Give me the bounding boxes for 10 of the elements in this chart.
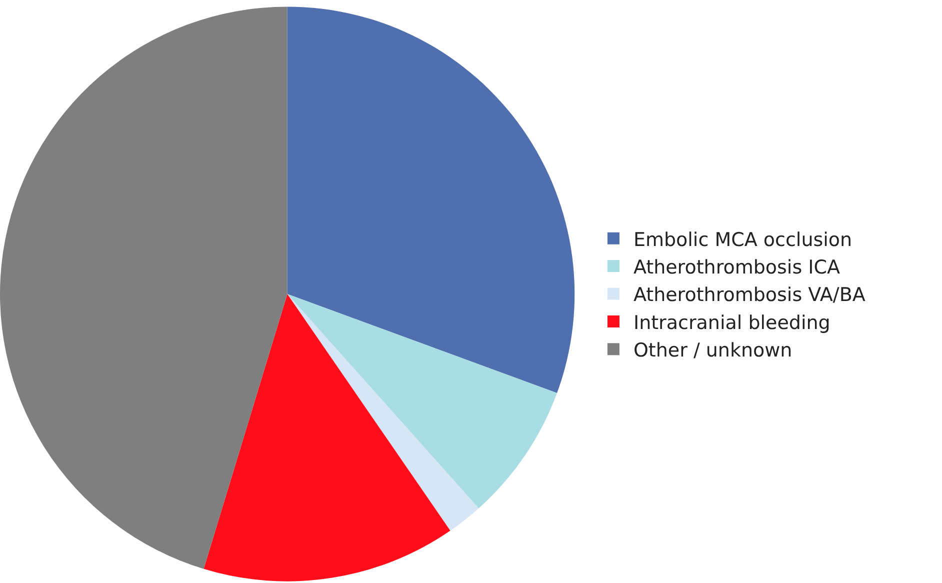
pie-slice: [204, 294, 450, 582]
legend-label: Intracranial bleeding: [633, 312, 830, 334]
pie-slice: [287, 294, 558, 508]
pie-slice: [287, 294, 479, 531]
pie-slice: [0, 6, 288, 569]
legend-label: Atherothrombosis ICA: [633, 256, 840, 278]
pie-slice: [287, 6, 574, 394]
legend-label: Atherothrombosis VA/BA: [633, 284, 866, 306]
legend-label: Embolic MCA occlusion: [633, 228, 852, 251]
legend-label: Other / unknown: [633, 340, 792, 362]
